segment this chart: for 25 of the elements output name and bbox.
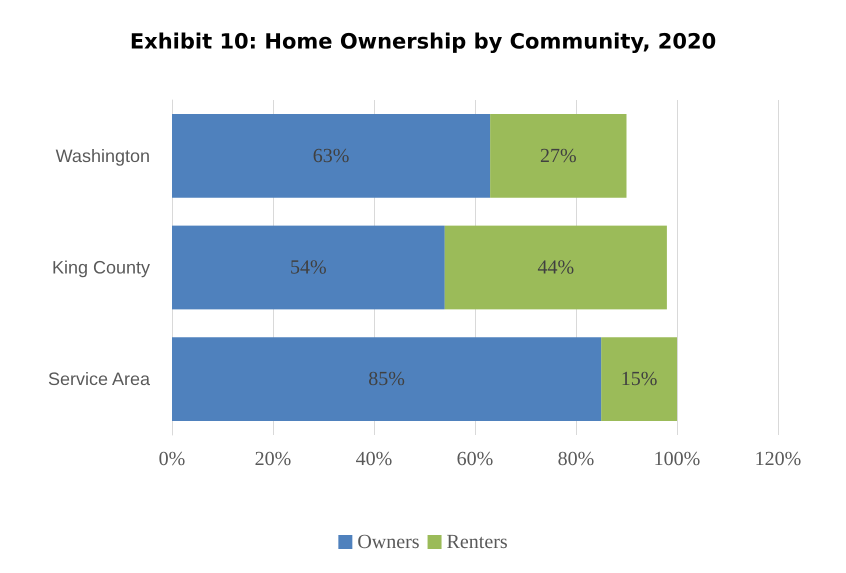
bar <box>172 226 445 310</box>
data-label: 15% <box>620 368 658 390</box>
x-tick-label: 60% <box>456 448 494 470</box>
chart-title: Exhibit 10: Home Ownership by Community, 2020 <box>130 30 716 54</box>
y-tick-label: King County <box>52 258 150 278</box>
data-label: 44% <box>537 256 574 278</box>
x-tick-label: 0% <box>158 448 186 470</box>
data-label: 85% <box>368 368 405 390</box>
x-tick-label: 20% <box>254 448 292 470</box>
x-tick-label: 80% <box>558 448 594 470</box>
y-tick-label: Washington <box>56 146 150 166</box>
legend-label: Owners <box>357 531 420 553</box>
bar <box>172 337 602 422</box>
bar <box>444 226 667 310</box>
bar <box>601 337 677 422</box>
bar <box>172 114 490 198</box>
x-tick-label: 40% <box>356 448 392 470</box>
data-label: 54% <box>290 256 327 278</box>
bar <box>490 114 626 198</box>
y-tick-label: Service Area <box>48 369 151 390</box>
x-tick-label: 100% <box>654 448 700 470</box>
data-label: 27% <box>540 144 577 167</box>
x-tick-label: 120% <box>754 448 802 470</box>
legend-label: Renters <box>446 531 508 553</box>
data-label: 63% <box>312 144 350 167</box>
